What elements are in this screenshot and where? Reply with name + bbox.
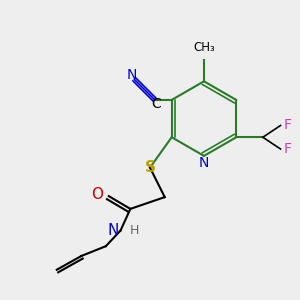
- Text: O: O: [91, 187, 103, 202]
- Text: F: F: [284, 142, 292, 156]
- Text: N: N: [108, 223, 119, 238]
- Text: S: S: [145, 160, 155, 175]
- Text: CH₃: CH₃: [193, 41, 215, 54]
- Text: N: N: [199, 156, 209, 170]
- Text: C: C: [152, 98, 161, 111]
- Text: F: F: [284, 118, 292, 133]
- Text: H: H: [129, 224, 139, 237]
- Text: N: N: [126, 68, 136, 82]
